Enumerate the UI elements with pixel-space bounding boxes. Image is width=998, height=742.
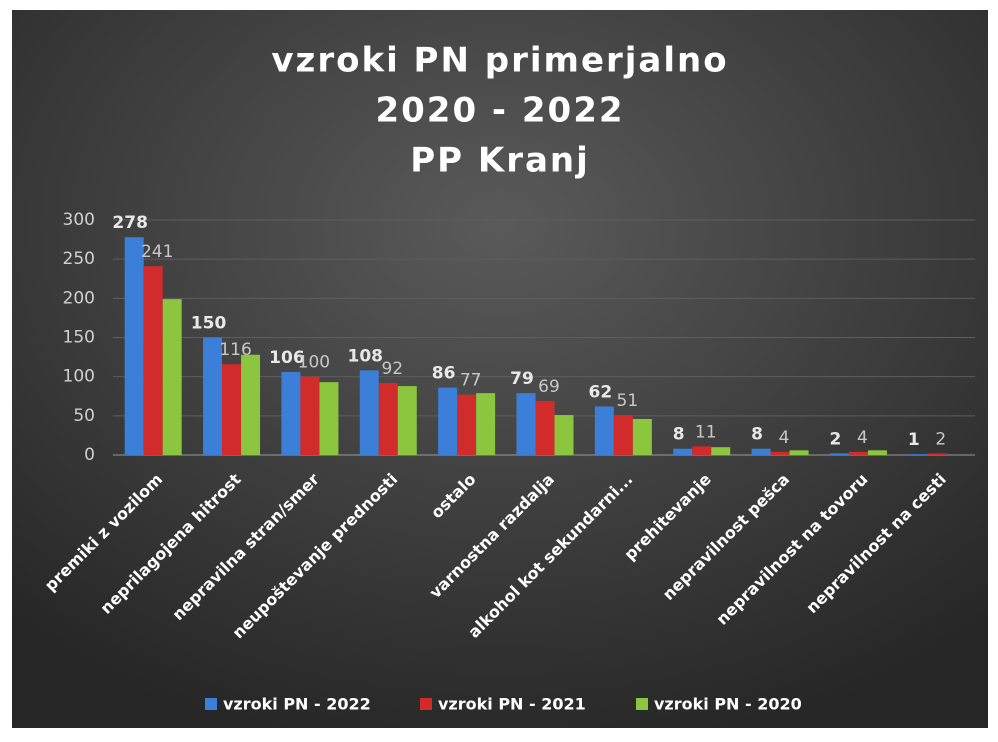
legend-label: vzroki PN - 2020 [654,695,802,714]
data-label: 8 [751,425,763,445]
legend-label: vzroki PN - 2022 [223,695,371,714]
y-tick-label: 250 [63,249,95,269]
bar [711,447,731,455]
bar [241,354,261,455]
data-label: 79 [510,369,534,389]
title-line: 2020 - 2022 [375,91,624,131]
bar [867,450,887,455]
bar [378,382,398,455]
data-label: 69 [538,377,560,397]
legend-swatch [420,698,432,710]
bar [222,364,242,455]
bar [927,453,947,455]
bar [692,446,712,455]
data-label: 1 [908,430,920,450]
title-line: vzroki PN primerjalno [271,41,728,81]
data-label: 278 [112,213,148,233]
data-label: 51 [617,391,639,411]
bar [319,382,339,455]
legend-swatch [205,698,217,710]
bar [476,393,496,455]
data-label: 92 [381,359,403,379]
bar [908,454,928,455]
bar [124,237,144,455]
bar [438,387,458,455]
bar [632,418,652,455]
bar [751,448,771,455]
bar [359,370,379,455]
data-label: 100 [298,353,330,373]
data-label: 150 [191,314,227,334]
data-label: 2 [830,429,842,449]
bar [535,400,555,455]
data-label: 4 [857,428,868,448]
y-tick-label: 50 [73,406,95,426]
data-label: 108 [348,346,384,366]
bar [162,299,182,455]
y-tick-label: 200 [63,288,95,308]
bar [516,393,536,455]
bar [281,371,301,455]
title-line: PP Kranj [410,141,590,181]
bar [203,337,223,455]
data-label: 77 [460,371,482,391]
bar [397,386,417,455]
y-tick-label: 0 [84,445,95,465]
data-label: 4 [779,428,790,448]
bar [770,451,790,455]
bar [300,376,320,455]
bar [673,448,693,455]
bar [594,406,614,455]
bar [457,394,477,455]
data-label: 8 [673,425,685,445]
bar [789,450,809,455]
y-tick-label: 100 [63,367,95,387]
data-label: 106 [269,348,305,368]
bar [613,415,633,455]
legend-swatch [636,698,648,710]
bar [554,415,574,455]
data-label: 11 [695,422,717,442]
legend-label: vzroki PN - 2021 [438,695,586,714]
data-label: 62 [589,382,613,402]
y-tick-label: 300 [63,210,95,230]
data-label: 86 [432,364,456,384]
y-tick-label: 150 [63,328,95,348]
bar [143,266,163,455]
bar [829,453,849,455]
chart-title: vzroki PN primerjalno 2020 - 2022 PP Kranj [271,41,728,181]
data-label: 241 [141,242,173,262]
bar [848,451,868,455]
data-label: 2 [935,429,946,449]
